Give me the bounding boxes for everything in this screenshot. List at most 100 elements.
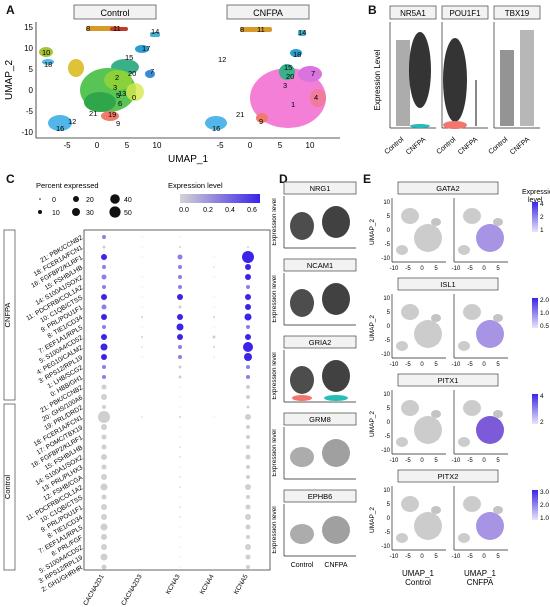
c-dot [178, 285, 182, 289]
c-dot [246, 565, 250, 569]
c-dot [213, 376, 215, 378]
a-xtick: 10 [153, 141, 162, 150]
e-ytick: 10 [383, 296, 390, 302]
c-dot [246, 405, 250, 409]
a-ytick: 10 [24, 44, 33, 53]
c-dot [177, 314, 183, 320]
svg-text:16: 16 [56, 124, 64, 133]
c-dot [178, 345, 182, 349]
d-gene-title: NRG1 [310, 184, 331, 193]
facet-header-control [73, 4, 157, 20]
c-color-legend-title: Expression level [168, 181, 223, 190]
d-group-label: Control [291, 562, 314, 569]
c-dot [213, 526, 215, 528]
svg-text:40: 40 [124, 197, 132, 204]
c-dot [141, 546, 143, 548]
d-ylabel: Expression level [272, 352, 278, 400]
c-dot [246, 445, 250, 449]
c-dot [244, 313, 252, 321]
c-dot [101, 424, 107, 430]
violin-panel-b: Expression Level NR5A1 Control CNFPA POU… [373, 5, 541, 156]
c-dot [101, 474, 107, 480]
svg-text:21: 21 [89, 109, 97, 118]
c-dot [141, 306, 143, 308]
c-dot [178, 305, 182, 309]
e-ytick: 10 [383, 392, 390, 398]
c-dot [179, 426, 181, 428]
c-dot [141, 456, 143, 458]
c-dot [246, 475, 250, 479]
svg-text:20: 20 [86, 197, 94, 204]
c-dot [141, 446, 143, 448]
a-xtick: 10 [306, 141, 315, 150]
c-dot [246, 495, 250, 499]
c-dot [179, 386, 181, 388]
e-ytick: 10 [383, 200, 390, 206]
c-dot [179, 496, 181, 498]
b-gene-title: POU1F1 [449, 9, 481, 18]
e-xtick: -10 [390, 458, 399, 464]
e-ytick: 0 [387, 228, 391, 234]
a-yticks: 15 10 5 0 -5 -10 [21, 23, 33, 137]
c-dot [245, 454, 251, 460]
a-xtick: -5 [63, 141, 71, 150]
a-ytick: 0 [29, 86, 34, 95]
umap-panel-a: Control CNFPA 15 10 5 0 -5 -10 -5 0 5 10… [4, 4, 340, 165]
e-ytick: 10 [383, 488, 390, 494]
c-dot [179, 526, 181, 528]
b-gene-title: TBX19 [505, 9, 530, 18]
e-xtick: -10 [452, 554, 461, 560]
c-dot [179, 546, 181, 548]
c-dot [141, 386, 143, 388]
a-ylabel: UMAP_2 [4, 60, 15, 100]
c-dot [246, 285, 250, 289]
d-ylabel: Expression level [272, 429, 278, 477]
c-dot [141, 476, 143, 478]
e-xtick: 5 [496, 554, 500, 560]
c-dot [179, 556, 181, 558]
e-ytick: 5 [387, 406, 391, 412]
c-dot [213, 466, 215, 468]
e-ylabel: UMAP_2 [369, 219, 376, 245]
c-dot [179, 436, 181, 438]
e-gene-title: PITX2 [438, 472, 459, 481]
e-group-label: CNFPA [467, 578, 494, 587]
e-legend-tick: 1.0 [540, 310, 549, 317]
c-dot [213, 476, 215, 478]
c-dot [141, 406, 143, 408]
c-dot [101, 464, 107, 470]
c-dot [212, 335, 216, 339]
c-dot [245, 414, 251, 420]
c-dot [213, 516, 215, 518]
a-xtick: 5 [278, 141, 283, 150]
panel-label-b: B [368, 3, 377, 17]
c-gene-label: KCNA5 [233, 573, 250, 596]
violin-ephb6: EPHB6 Expression level [272, 489, 357, 557]
c-dot [141, 466, 143, 468]
control-cluster-labels: 8 11 14 10 18 17 15 2 20 7 3 13 6 0 21 1… [42, 24, 159, 133]
e-xtick: 5 [496, 266, 500, 272]
a-xlabel: UMAP_1 [168, 154, 208, 165]
e-ytick: 0 [387, 516, 391, 522]
c-dot [213, 546, 215, 548]
e-ytick: -10 [381, 448, 390, 454]
c-dot [213, 396, 215, 398]
violin-panel-d: NRG1 Expression level NCAM1 Expression leve… [272, 181, 357, 569]
e-ylabel: UMAP_2 [369, 411, 376, 437]
c-dot [141, 286, 143, 288]
violin-tbx19: TBX19 Control CNFPA [487, 5, 541, 156]
svg-text:14: 14 [151, 27, 159, 36]
c-dot [101, 444, 107, 450]
c-dots [98, 235, 254, 570]
c-dot [141, 416, 143, 418]
e-xtick: -5 [467, 458, 473, 464]
dotplot-panel-c: Percent expressed 0 10 20 30 40 50 Expre… [3, 181, 271, 607]
svg-text:30: 30 [86, 210, 94, 217]
e-gene-title: ISL1 [440, 280, 455, 289]
svg-text:0.6: 0.6 [247, 207, 257, 214]
e-ytick: -10 [381, 352, 390, 358]
svg-text:0.2: 0.2 [203, 207, 213, 214]
c-dot [101, 304, 107, 310]
c-dot [213, 296, 215, 298]
c-dot [179, 566, 181, 568]
